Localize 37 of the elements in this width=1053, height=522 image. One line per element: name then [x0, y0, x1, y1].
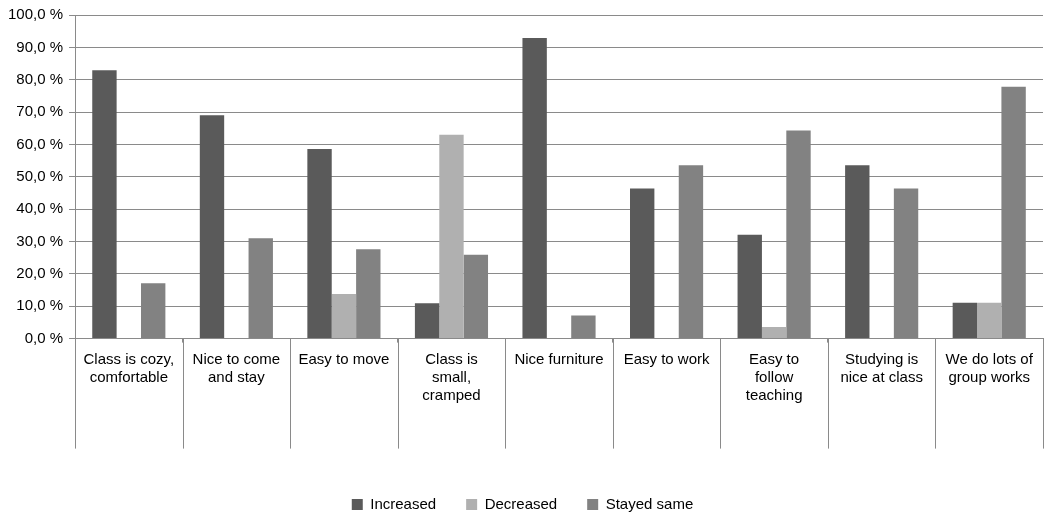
x-tick-label: Nice to come and stay [192, 349, 281, 385]
legend-label: Decreased [484, 494, 558, 512]
bar [977, 302, 1002, 339]
bar [331, 293, 357, 339]
y-tick-label: 100,0 % [7, 5, 64, 23]
x-tick-label: Class is small, cramped [422, 349, 481, 403]
x-tick-label: Nice furniture [514, 349, 604, 367]
x-tick-label: Studying is nice at class [840, 349, 923, 385]
bar [414, 303, 440, 339]
bar [307, 148, 332, 339]
y-tick-label: 70,0 % [16, 102, 64, 120]
legend-label: Stayed same [605, 494, 694, 512]
y-tick-label: 60,0 % [16, 134, 64, 152]
x-tick-label: Easy to work [623, 349, 710, 367]
bar [571, 315, 596, 339]
x-tick-label: Easy to follow teaching [745, 349, 803, 403]
y-tick-label: 90,0 % [16, 37, 64, 55]
legend-label: Increased [370, 494, 437, 512]
y-tick-label: 40,0 % [16, 199, 64, 217]
bar [522, 37, 547, 339]
y-tick-label: 10,0 % [16, 296, 64, 314]
bar [952, 302, 978, 339]
bar [630, 188, 655, 339]
x-tick-label: Easy to move [298, 349, 390, 367]
x-tick-label: We do lots of group works [945, 349, 1034, 385]
bar [199, 115, 225, 339]
bar [92, 70, 117, 339]
bar [761, 326, 787, 339]
bar [737, 234, 762, 339]
y-tick-label: 50,0 % [16, 166, 64, 184]
y-tick-label: 30,0 % [16, 231, 64, 249]
bar [845, 165, 870, 339]
bar [439, 134, 464, 339]
y-tick-label: 20,0 % [16, 264, 64, 282]
y-tick-label: 0,0 % [24, 328, 64, 346]
y-tick-label: 80,0 % [16, 69, 64, 87]
x-tick-label: Class is cozy, comfortable [83, 349, 175, 385]
